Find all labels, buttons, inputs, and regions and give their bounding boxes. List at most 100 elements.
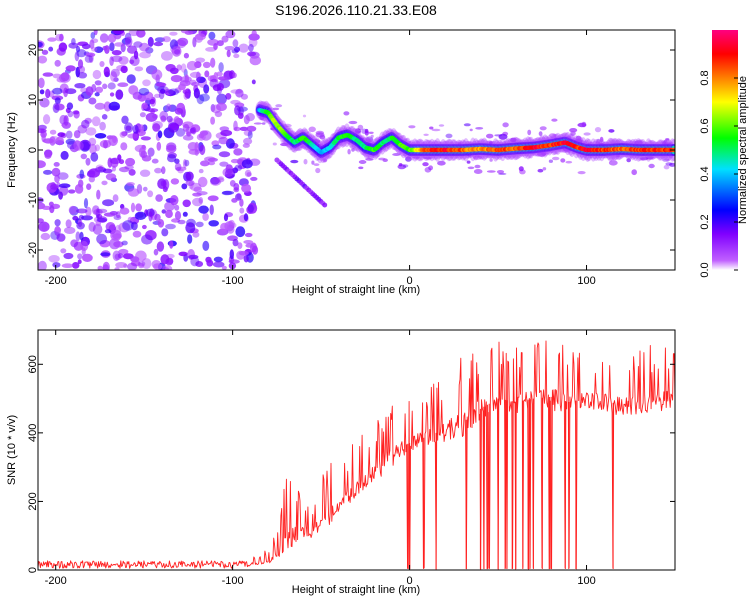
noise-blob [323,158,327,163]
noise-blob [213,256,223,263]
noise-blob [200,160,210,167]
noise-blob [161,166,166,175]
noise-blob [157,219,165,228]
noise-blob [107,82,116,90]
noise-blob [207,161,216,166]
noise-blob [217,176,224,181]
noise-blob [145,112,158,122]
noise-blob [648,163,655,169]
noise-blob [498,133,508,140]
noise-blob [162,36,171,43]
noise-blob [539,126,547,131]
snr-x-tick-label: -200 [45,575,67,587]
spec-y-tick-label: 20 [27,44,39,56]
noise-blob [178,251,188,257]
noise-blob [244,232,253,238]
noise-blob [347,148,351,155]
noise-blob [185,222,196,234]
noise-blob [139,124,145,134]
noise-blob [90,152,99,162]
noise-blob [165,223,176,230]
noise-blob [348,120,358,125]
noise-blob [408,125,416,129]
noise-blob [182,134,194,141]
noise-blob [437,160,446,166]
noise-blob [560,158,566,163]
noise-blob [540,151,547,156]
noise-blob [49,205,55,214]
noise-blob [250,176,258,181]
colorbar-label: Normalized spectral amplitude [737,76,749,224]
spec-y-tick-label: -10 [27,192,39,208]
noise-blob [120,65,128,74]
snr-x-tick-label: -100 [222,575,244,587]
noise-blob [192,37,197,48]
noise-blob [239,198,244,207]
noise-blob [174,204,180,211]
noise-blob [97,265,103,270]
noise-blob [251,30,257,37]
noise-blob [41,223,47,232]
noise-blob [117,82,129,87]
noise-blob [43,169,53,175]
snr-x-tick-label: 0 [407,575,413,587]
spectrogram-y-ticks: -20 -10 0 10 20 [27,44,675,258]
noise-blob [473,155,482,160]
noise-blob [225,30,236,39]
noise-blob [96,233,107,245]
noise-blob [290,159,299,164]
noise-blob [397,164,407,170]
noise-blob [104,45,110,54]
snr-x-tick-label: 100 [577,575,595,587]
noise-blob [232,238,239,247]
noise-blob [73,130,81,139]
noise-blob [52,87,63,95]
noise-blob [631,169,637,176]
noise-blob [61,263,74,269]
noise-blob [185,92,190,99]
noise-blob [358,166,364,170]
noise-blob [463,123,471,127]
noise-blob [177,37,189,47]
noise-blob [537,168,544,173]
noise-blob [77,259,82,265]
noise-blob [127,45,138,54]
noise-blob [91,46,98,52]
noise-blob [153,41,164,47]
noise-blob [234,46,240,53]
noise-blob [130,202,136,213]
noise-blob [208,31,216,40]
noise-blob [71,262,80,269]
noise-blob [92,69,102,80]
noise-blob [581,121,587,128]
noise-blob [94,92,100,97]
noise-blob [180,30,189,34]
noise-blob [412,156,420,159]
noise-blob [43,114,51,125]
noise-blob [165,144,177,153]
noise-blob [79,169,85,179]
noise-blob [235,88,244,98]
noise-blob [212,144,222,150]
noise-blob [402,164,409,168]
noise-blob [663,164,670,170]
noise-blob [608,129,615,133]
noise-blob [640,157,649,161]
noise-blob [136,30,146,38]
noise-blob [308,126,316,133]
noise-blob [189,71,202,78]
spec-x-tick-label: -100 [222,275,244,287]
noise-blob [351,148,355,152]
noise-blob [95,86,104,94]
noise-blob [67,110,74,118]
noise-blob [243,213,249,222]
noise-blob [110,229,122,241]
noise-blob [169,195,179,206]
noise-blob [119,207,130,215]
noise-blob [109,56,114,66]
noise-blob [107,33,117,43]
noise-blob [486,170,496,173]
noise-blob [230,158,239,164]
noise-blob [139,51,151,59]
